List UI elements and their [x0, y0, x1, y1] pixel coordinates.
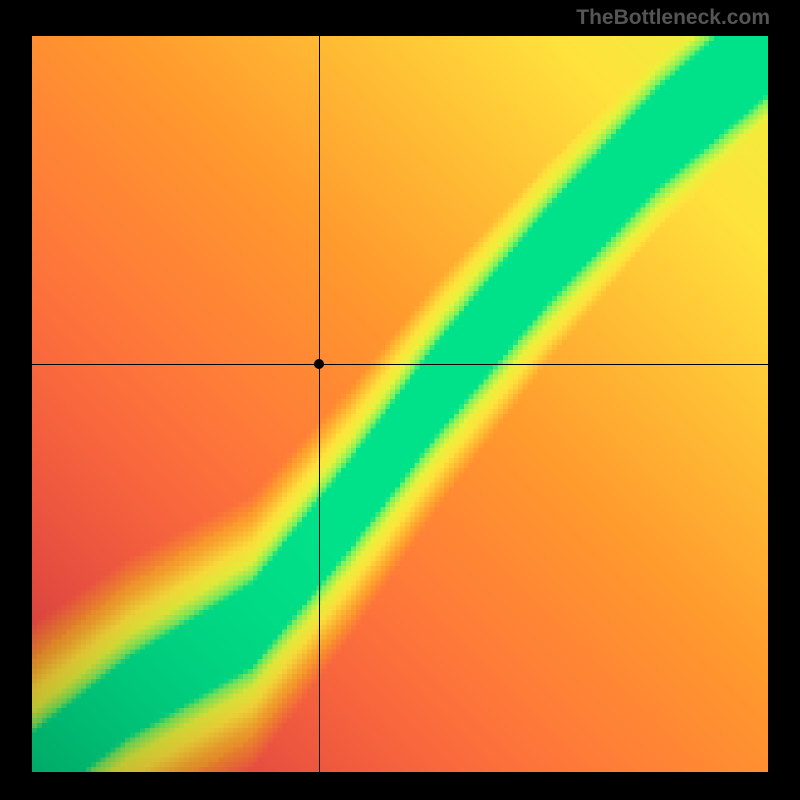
marker-point — [314, 359, 324, 369]
crosshair-horizontal — [32, 364, 768, 365]
crosshair-vertical — [319, 36, 320, 772]
plot-area — [32, 36, 768, 772]
heatmap-canvas — [32, 36, 768, 772]
watermark-text: TheBottleneck.com — [576, 6, 770, 30]
